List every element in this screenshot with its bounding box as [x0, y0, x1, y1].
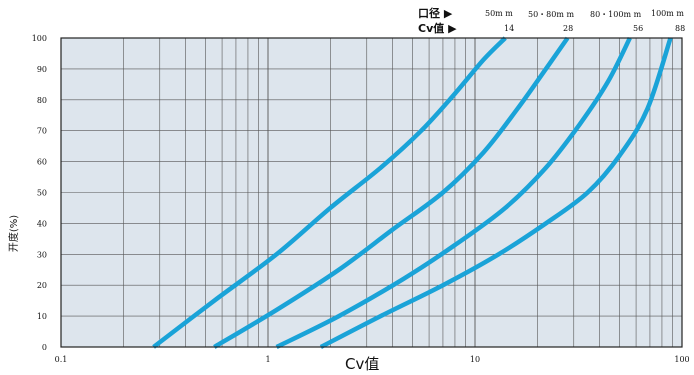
caliber-label: 口径 ▶: [418, 7, 453, 20]
cv-value-1: 14: [504, 24, 515, 33]
series-line-3: [275, 36, 632, 350]
plot-frame: [60, 37, 683, 348]
y-tick-label: 40: [37, 219, 47, 228]
x-tick-label: 10: [470, 355, 480, 364]
y-tick-label: 60: [37, 158, 47, 167]
cv-value-4: 88: [675, 24, 686, 33]
y-tick-label: 20: [37, 281, 47, 290]
y-tick-label: 80: [37, 96, 47, 105]
y-tick-label: 10: [37, 312, 47, 321]
x-tick-label: 0.1: [55, 355, 68, 364]
series-line-4: [319, 37, 673, 349]
cv-value-2: 28: [563, 24, 574, 33]
y-tick-label: 30: [37, 250, 47, 259]
series-line-2: [213, 36, 570, 349]
size-label-2: 50・80m m: [528, 10, 575, 19]
y-tick-label: 50: [37, 189, 47, 198]
y-tick-label: 70: [37, 127, 47, 136]
x-axis-label: Cv值: [345, 355, 380, 373]
y-tick-label: 90: [37, 65, 47, 74]
size-label-4: 100m m: [651, 9, 684, 18]
x-tick-label: 100: [674, 355, 689, 364]
series-line-1: [152, 36, 507, 349]
y-tick-label: 0: [42, 343, 47, 352]
y-axis-label: 开度(%): [9, 214, 21, 253]
size-label-1: 50m m: [485, 9, 513, 18]
cv-label: Cv值 ▶: [418, 22, 457, 35]
x-tick-label: 1: [265, 355, 270, 364]
cv-value-3: 56: [633, 24, 644, 33]
size-label-3: 80・100m m: [590, 10, 642, 19]
y-tick-label: 100: [32, 34, 47, 43]
